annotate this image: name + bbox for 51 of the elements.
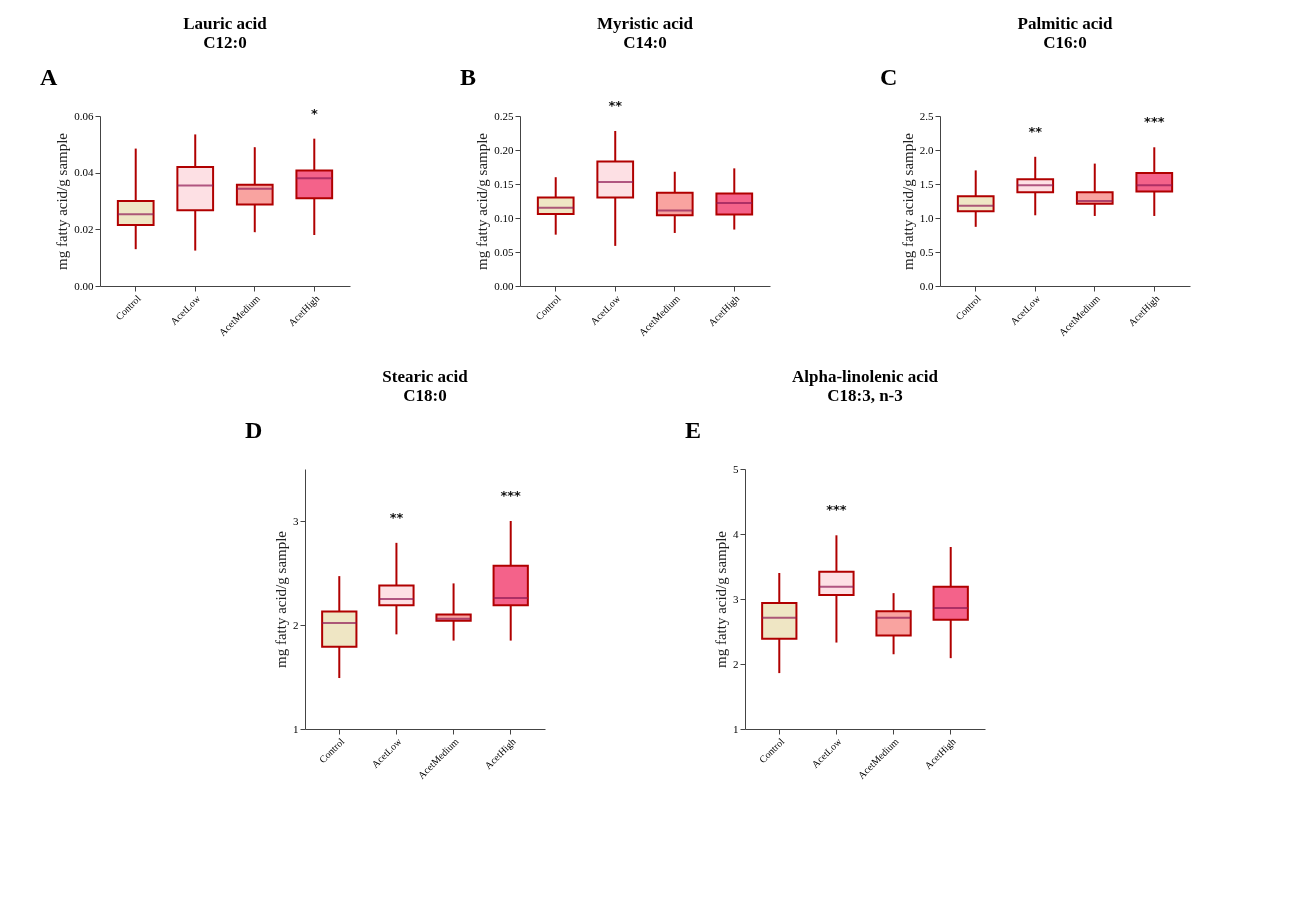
chart-title: Lauric acid — [183, 14, 268, 33]
chart-subtitle: C16:0 — [1043, 33, 1087, 52]
y-axis-title: mg fatty acid/g sample — [474, 132, 491, 271]
y-tick-label: 0.20 — [494, 143, 514, 156]
y-axis-title: mg fatty acid/g sample — [273, 530, 289, 669]
annotation: *** — [500, 488, 522, 503]
y-tick-label: 0.06 — [74, 109, 94, 122]
y-tick-label: 0.02 — [74, 222, 94, 235]
y-tick-label: 0.04 — [74, 166, 94, 179]
chart-subtitle: C18:3, n-3 — [827, 386, 903, 405]
y-tick-label: 2 — [733, 657, 739, 670]
y-tick-label: 4 — [733, 527, 739, 540]
annotation: * — [310, 105, 318, 121]
y-tick-label: 1.0 — [919, 211, 934, 224]
chart-title: Palmitic acid — [1017, 14, 1113, 33]
chart-subtitle: C18:0 — [403, 386, 447, 405]
annotation: ** — [389, 509, 404, 525]
y-tick-label: 0.00 — [74, 279, 94, 292]
y-tick-label: 2 — [293, 618, 299, 631]
annotation: ** — [608, 97, 623, 113]
y-tick-label: 1 — [733, 722, 739, 735]
y-tick-label: 0.5 — [919, 245, 934, 258]
y-tick-label: 2.0 — [919, 143, 934, 156]
y-tick-label: 1.5 — [919, 177, 934, 190]
text: B — [460, 64, 477, 90]
y-tick-label: 0.05 — [494, 245, 514, 258]
y-tick-label: 2.5 — [919, 109, 934, 122]
y-tick-label: 5 — [733, 462, 739, 475]
y-tick-label: 0.00 — [494, 279, 514, 292]
chart-subtitle: C12:0 — [203, 33, 247, 52]
y-tick-label: 0.25 — [494, 109, 514, 122]
annotation: ** — [1028, 123, 1043, 139]
y-axis-title: mg fatty acid/g sample — [899, 132, 916, 271]
chart-title: Myristic acid — [597, 14, 694, 33]
annotation: *** — [1144, 114, 1165, 130]
y-tick-label: 3 — [733, 592, 739, 605]
text: D — [245, 417, 263, 443]
y-tick-label: 0.10 — [494, 211, 514, 224]
y-tick-label: 0.0 — [919, 279, 934, 292]
chart-title: Stearic acid — [382, 367, 469, 386]
text: E — [685, 417, 702, 443]
y-tick-label: 0.15 — [494, 177, 514, 190]
y-tick-label: 1 — [293, 722, 299, 735]
annotation: *** — [826, 502, 847, 518]
y-axis-title: mg fatty acid/g sample — [713, 530, 729, 669]
text: C — [880, 64, 898, 90]
text: A — [40, 64, 58, 90]
chart-title: Alpha-linolenic acid — [792, 367, 939, 386]
y-tick-label: 3 — [293, 514, 299, 527]
y-axis-title: mg fatty acid/g sample — [54, 132, 71, 271]
chart-subtitle: C14:0 — [623, 33, 667, 52]
